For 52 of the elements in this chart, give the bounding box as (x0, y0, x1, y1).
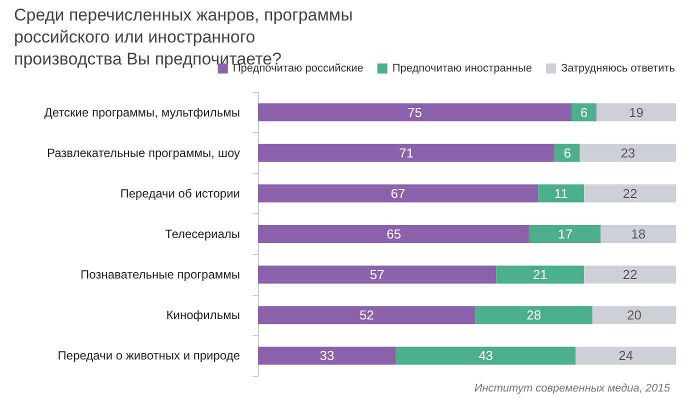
data-label: 33 (320, 348, 334, 364)
bar (258, 346, 396, 365)
data-label: 57 (370, 267, 384, 282)
bar (538, 184, 584, 202)
data-label: 6 (564, 145, 571, 160)
bar (530, 225, 601, 243)
data-label: 75 (408, 104, 422, 120)
data-label: 23 (620, 145, 636, 160)
bar (258, 184, 538, 202)
bar (584, 184, 676, 202)
data-label: 11 (554, 186, 568, 201)
bar (496, 266, 584, 284)
bar (475, 306, 592, 324)
bar (396, 346, 576, 365)
bar (600, 225, 676, 243)
data-label: 20 (626, 308, 642, 323)
legend-label: Предпочитаю иностранные (392, 62, 532, 74)
data-label: 21 (532, 267, 548, 282)
bar (258, 306, 476, 324)
y-tick-label: Детские программы, мультфильмы (44, 105, 240, 120)
bar (258, 103, 572, 122)
bar (580, 144, 676, 162)
y-tick-label: Телесериалы (165, 227, 240, 241)
data-label: 71 (399, 145, 414, 160)
text: Институт современных медиа, 2015 (474, 382, 671, 394)
data-label: 22 (622, 186, 638, 201)
bar (576, 346, 676, 365)
data-label: 65 (386, 226, 402, 242)
data-label: 43 (478, 348, 494, 364)
bar (592, 306, 676, 324)
y-tick-label: Кинофильмы (166, 308, 240, 322)
data-label: 17 (558, 226, 572, 242)
y-tick-label: Познавательные программы (80, 268, 240, 282)
legend-label: Затрудняюсь ответить (560, 62, 676, 74)
data-label: 6 (580, 104, 588, 120)
data-label: 19 (629, 104, 644, 120)
data-label: 18 (631, 226, 646, 242)
bar (554, 144, 580, 162)
bar (584, 266, 676, 284)
data-label: 67 (390, 186, 406, 201)
y-tick-label: Передачи об истории (120, 186, 240, 200)
data-label: 22 (622, 267, 638, 282)
bar (596, 103, 676, 122)
bar (258, 225, 530, 243)
bar (258, 144, 555, 162)
bar (258, 266, 496, 284)
data-label: 28 (526, 308, 542, 323)
y-tick-label: Передачи о животных и природе (58, 348, 240, 363)
y-tick-label: Развлекательные программы, шоу (46, 146, 240, 160)
data-label: 52 (359, 308, 374, 323)
data-label: 24 (618, 348, 634, 364)
bar (572, 103, 597, 122)
